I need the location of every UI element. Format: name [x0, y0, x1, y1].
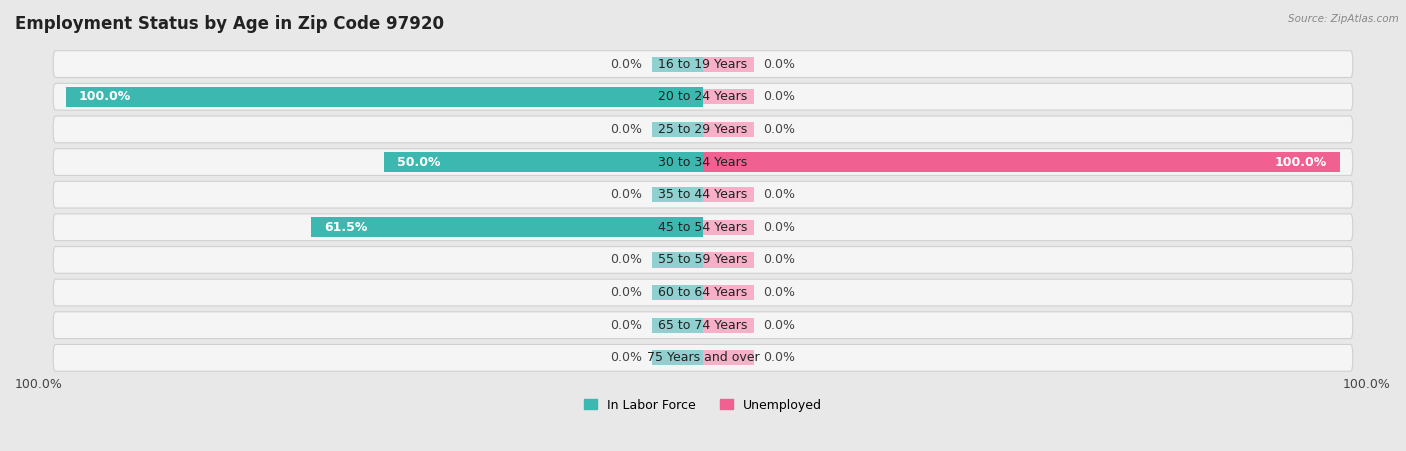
Text: 100.0%: 100.0%: [15, 378, 63, 391]
FancyBboxPatch shape: [53, 214, 1353, 241]
Text: 100.0%: 100.0%: [1275, 156, 1327, 169]
Text: 75 Years and over: 75 Years and over: [647, 351, 759, 364]
Bar: [703, 220, 754, 235]
Text: 0.0%: 0.0%: [610, 123, 643, 136]
Bar: [311, 217, 703, 237]
Legend: In Labor Force, Unemployed: In Labor Force, Unemployed: [579, 394, 827, 417]
FancyBboxPatch shape: [53, 181, 1353, 208]
FancyBboxPatch shape: [53, 83, 1353, 110]
Text: 0.0%: 0.0%: [763, 90, 796, 103]
Text: 0.0%: 0.0%: [610, 319, 643, 332]
Bar: [703, 56, 754, 72]
Bar: [703, 285, 754, 300]
Text: 50.0%: 50.0%: [398, 156, 440, 169]
Text: 0.0%: 0.0%: [610, 286, 643, 299]
Bar: [703, 152, 1340, 172]
Bar: [652, 285, 703, 300]
Text: 0.0%: 0.0%: [763, 286, 796, 299]
Bar: [384, 152, 703, 172]
Bar: [703, 318, 754, 333]
Text: Source: ZipAtlas.com: Source: ZipAtlas.com: [1288, 14, 1399, 23]
Text: 65 to 74 Years: 65 to 74 Years: [658, 319, 748, 332]
FancyBboxPatch shape: [53, 51, 1353, 78]
Text: 55 to 59 Years: 55 to 59 Years: [658, 253, 748, 267]
Text: 100.0%: 100.0%: [79, 90, 131, 103]
FancyBboxPatch shape: [53, 116, 1353, 143]
Text: 0.0%: 0.0%: [610, 253, 643, 267]
Text: 60 to 64 Years: 60 to 64 Years: [658, 286, 748, 299]
Text: 0.0%: 0.0%: [610, 58, 643, 71]
Bar: [703, 187, 754, 202]
FancyBboxPatch shape: [53, 149, 1353, 175]
Text: 0.0%: 0.0%: [763, 221, 796, 234]
Text: 61.5%: 61.5%: [323, 221, 367, 234]
Bar: [703, 89, 754, 104]
Bar: [652, 56, 703, 72]
Text: 20 to 24 Years: 20 to 24 Years: [658, 90, 748, 103]
FancyBboxPatch shape: [53, 345, 1353, 371]
Text: 100.0%: 100.0%: [1343, 378, 1391, 391]
Text: 0.0%: 0.0%: [763, 58, 796, 71]
Text: 0.0%: 0.0%: [763, 123, 796, 136]
Bar: [652, 318, 703, 333]
Bar: [652, 253, 703, 267]
Bar: [703, 253, 754, 267]
Text: Employment Status by Age in Zip Code 97920: Employment Status by Age in Zip Code 979…: [15, 15, 444, 33]
Text: 30 to 34 Years: 30 to 34 Years: [658, 156, 748, 169]
Text: 0.0%: 0.0%: [763, 351, 796, 364]
Text: 0.0%: 0.0%: [610, 188, 643, 201]
Text: 16 to 19 Years: 16 to 19 Years: [658, 58, 748, 71]
Bar: [66, 87, 703, 107]
Bar: [703, 122, 754, 137]
FancyBboxPatch shape: [53, 279, 1353, 306]
Bar: [652, 122, 703, 137]
Bar: [652, 187, 703, 202]
Text: 0.0%: 0.0%: [763, 188, 796, 201]
Text: 45 to 54 Years: 45 to 54 Years: [658, 221, 748, 234]
Bar: [652, 350, 703, 365]
Text: 35 to 44 Years: 35 to 44 Years: [658, 188, 748, 201]
Text: 0.0%: 0.0%: [763, 319, 796, 332]
Text: 0.0%: 0.0%: [610, 351, 643, 364]
FancyBboxPatch shape: [53, 247, 1353, 273]
Text: 25 to 29 Years: 25 to 29 Years: [658, 123, 748, 136]
Bar: [703, 350, 754, 365]
Text: 0.0%: 0.0%: [763, 253, 796, 267]
FancyBboxPatch shape: [53, 312, 1353, 339]
